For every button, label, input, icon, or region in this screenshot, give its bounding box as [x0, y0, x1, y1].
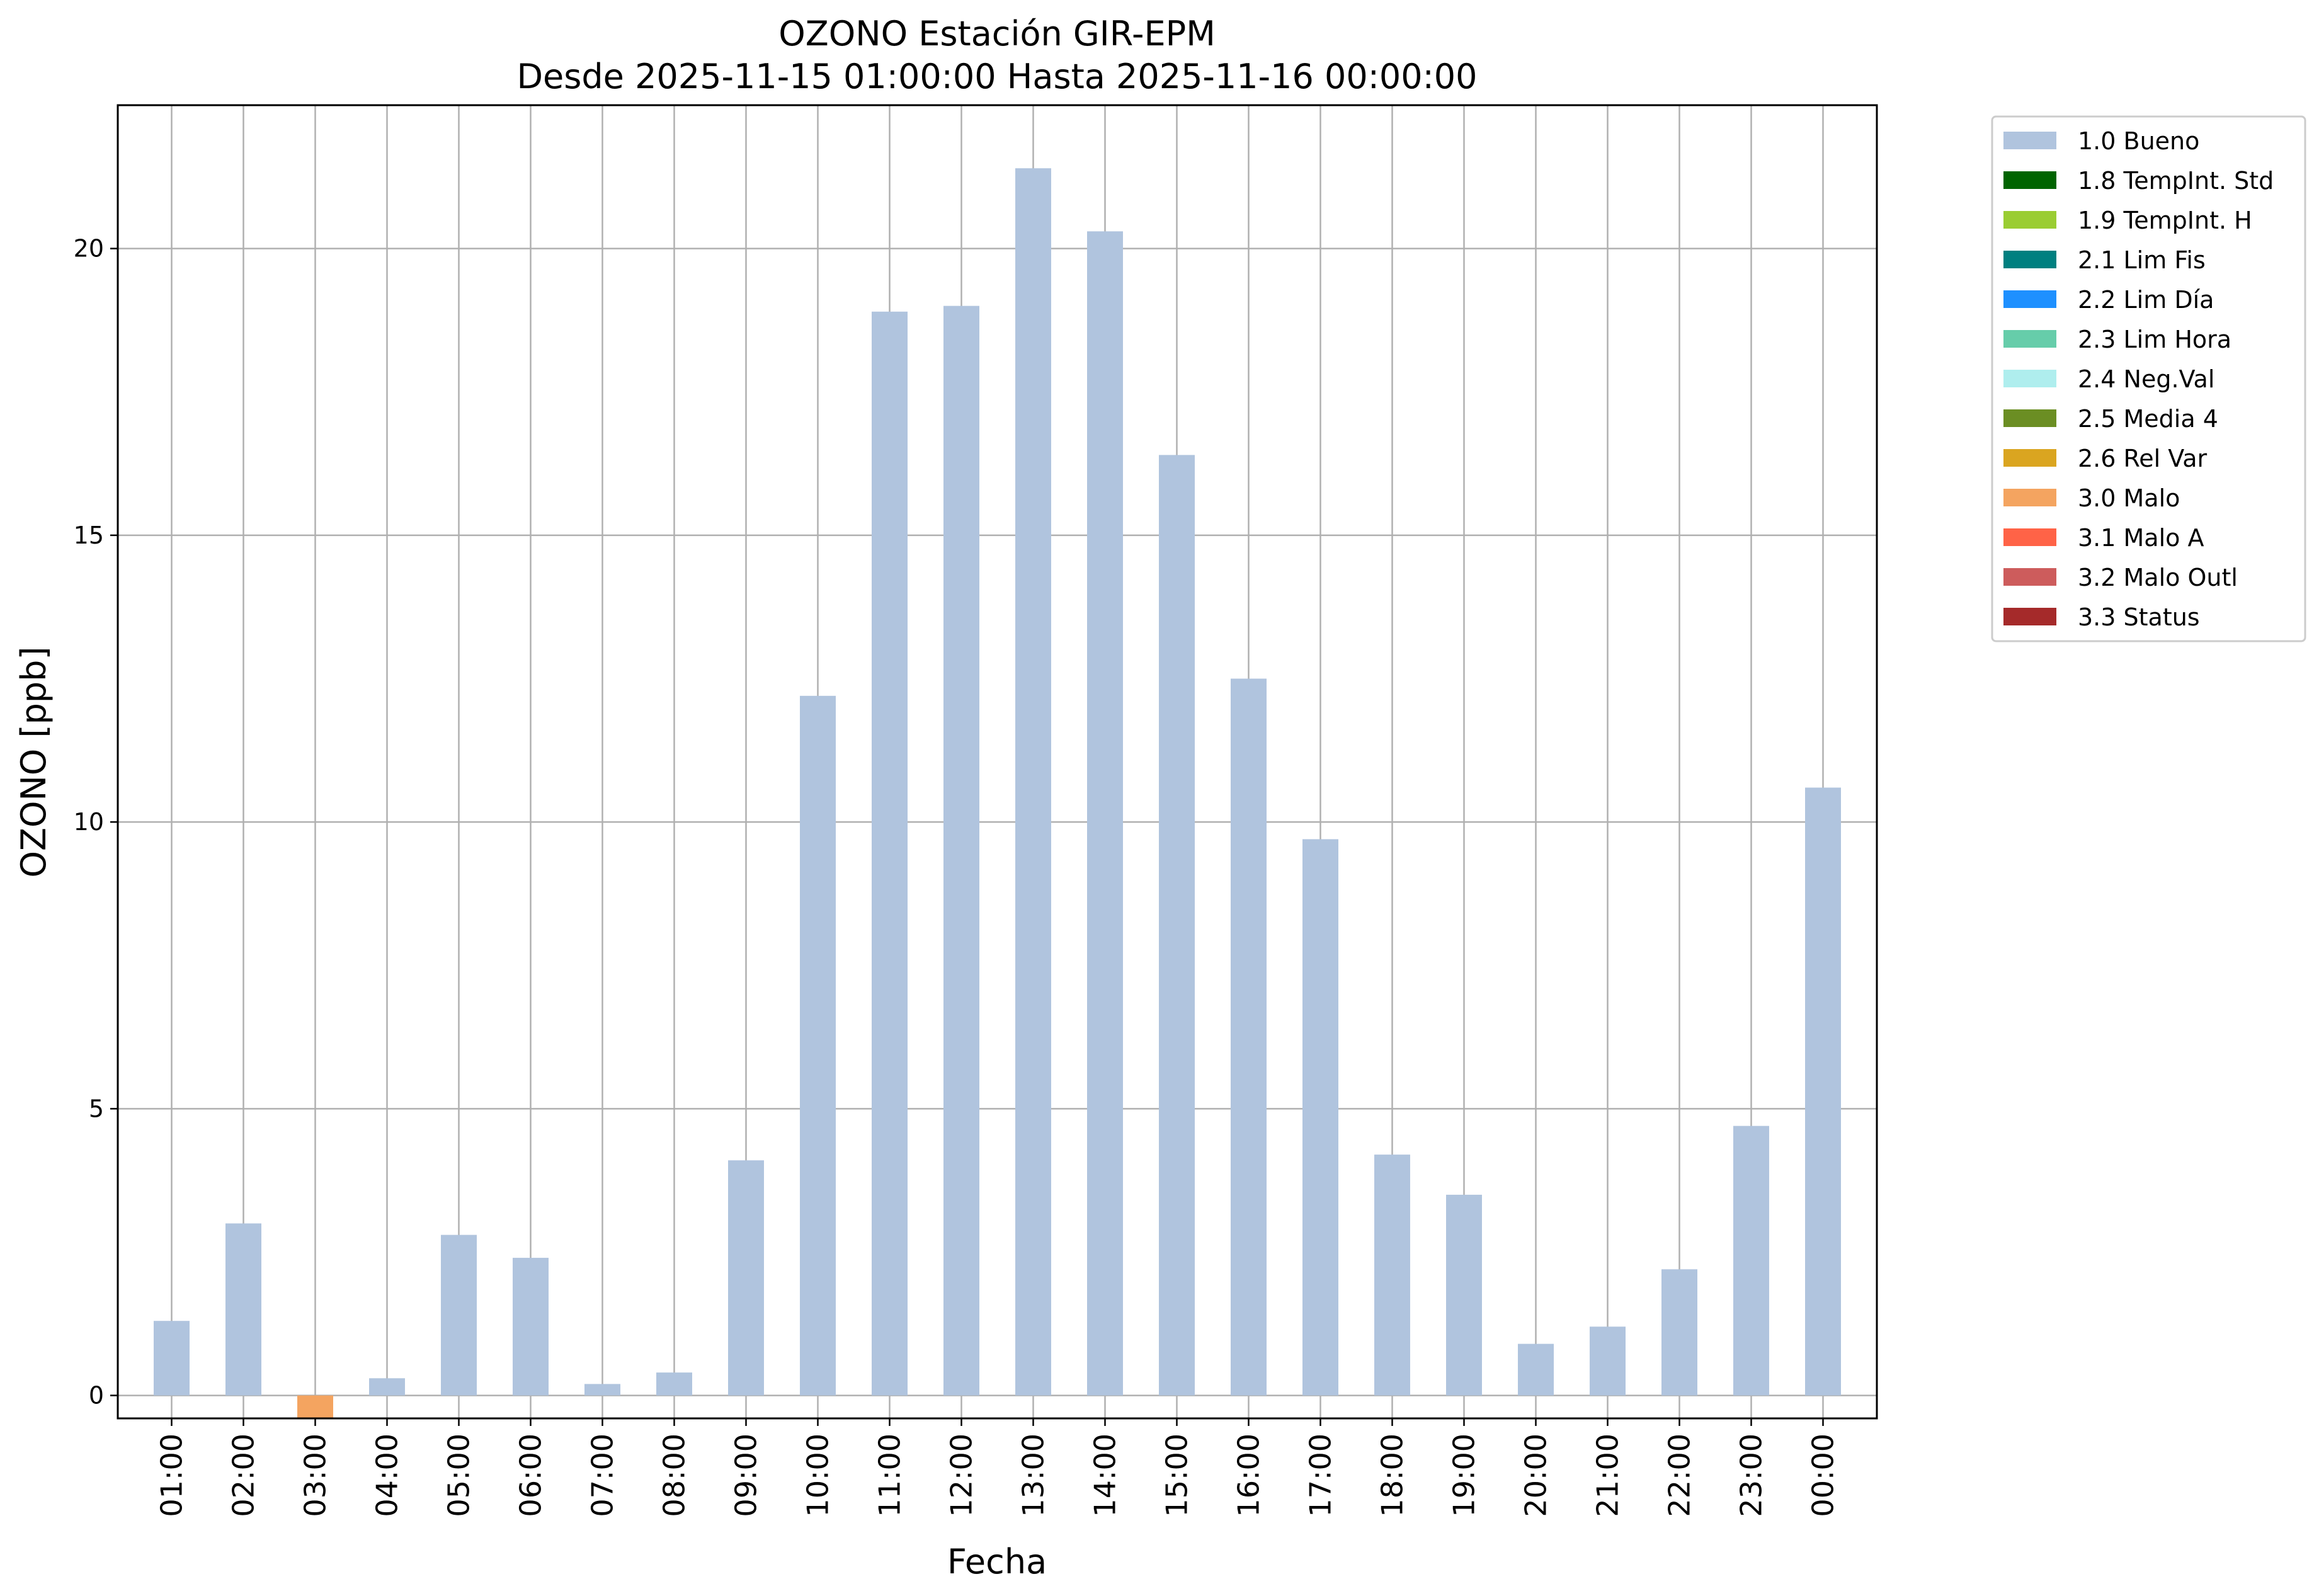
bar-1700: [1302, 839, 1338, 1396]
legend-label: 1.0 Bueno: [2078, 127, 2199, 155]
plot-frame: [117, 104, 1878, 1420]
bar-0300: [297, 1395, 333, 1418]
bar-0200: [225, 1223, 261, 1396]
legend-label: 3.0 Malo: [2078, 484, 2180, 512]
legend-swatch: [2003, 330, 2056, 348]
x-tick-label: 08:00: [658, 1434, 692, 1517]
bar-1400: [1087, 231, 1123, 1396]
legend-label: 3.3 Status: [2078, 603, 2200, 631]
chart-title: OZONO Estación GIR-EPM: [778, 14, 1216, 54]
legend-label: 3.1 Malo A: [2078, 524, 2204, 552]
x-tick-label: 00:00: [1806, 1434, 1840, 1517]
chart-subtitle: Desde 2025-11-15 01:00:00 Hasta 2025-11-…: [516, 57, 1477, 96]
legend: 1.0 Bueno 1.8 TempInt. Std 1.9 TempInt. H 2…: [1991, 115, 2306, 642]
legend-label: 2.6 Rel Var: [2078, 445, 2208, 472]
bar-2300: [1733, 1126, 1769, 1396]
legend-swatch: [2003, 608, 2056, 625]
y-tick-label: 15: [74, 522, 104, 549]
y-tick-label: 10: [74, 808, 104, 836]
x-tick-label: 07:00: [586, 1434, 620, 1517]
legend-swatch: [2003, 409, 2056, 427]
legend-label: 1.9 TempInt. H: [2078, 207, 2252, 234]
legend-label: 1.8 TempInt. Std: [2078, 167, 2274, 195]
bar-1600: [1231, 678, 1267, 1396]
legend-swatch: [2003, 449, 2056, 467]
x-tick-label: 10:00: [801, 1434, 835, 1517]
bar-1500: [1159, 455, 1195, 1396]
bar-1100: [872, 311, 908, 1396]
legend-swatch: [2003, 489, 2056, 506]
bar-0900: [728, 1160, 764, 1396]
x-tick-label: 11:00: [873, 1434, 907, 1517]
x-tick-label: 14:00: [1088, 1434, 1122, 1517]
legend-swatch: [2003, 132, 2056, 149]
y-tick-label: 20: [74, 235, 104, 263]
y-tick-label: 0: [89, 1382, 104, 1410]
legend-swatch: [2003, 171, 2056, 189]
legend-swatch: [2003, 528, 2056, 546]
x-tick-label: 16:00: [1232, 1434, 1266, 1517]
x-tick-label: 21:00: [1591, 1434, 1625, 1517]
x-axis-label: Fecha: [947, 1542, 1047, 1582]
bar-1800: [1374, 1154, 1410, 1396]
x-tick-label: 15:00: [1160, 1434, 1194, 1517]
bar-0100: [154, 1321, 190, 1396]
bar-1000: [800, 695, 836, 1396]
bar-1200: [943, 305, 979, 1396]
legend-label: 3.2 Malo Outl: [2078, 564, 2238, 591]
x-tick-label: 23:00: [1735, 1434, 1769, 1517]
x-tick-label: 06:00: [514, 1434, 548, 1517]
y-tick-label: 5: [89, 1095, 104, 1122]
legend-label: 2.2 Lim Día: [2078, 286, 2214, 314]
legend-swatch: [2003, 251, 2056, 268]
bar-2000: [1518, 1343, 1554, 1396]
bar-0800: [656, 1372, 692, 1396]
bar-0700: [584, 1384, 620, 1396]
x-tick-label: 22:00: [1663, 1434, 1697, 1517]
x-tick-label: 19:00: [1447, 1434, 1481, 1517]
x-tick-label: 13:00: [1017, 1434, 1051, 1517]
legend-label: 2.1 Lim Fis: [2078, 246, 2206, 274]
x-tick-label: 02:00: [227, 1434, 261, 1517]
x-tick-label: 17:00: [1304, 1434, 1338, 1517]
axis-ticks: 0 5 10 15 20 01:00 02:00 03:00 04:00 05:00 06:00 07…: [74, 235, 1840, 1517]
bar-0600: [513, 1258, 549, 1396]
legend-swatch: [2003, 370, 2056, 387]
x-tick-label: 12:00: [945, 1434, 979, 1517]
x-tick-label: 04:00: [370, 1434, 404, 1517]
legend-frame: [1991, 115, 2306, 642]
legend-swatch: [2003, 568, 2056, 586]
legend-swatch: [2003, 290, 2056, 308]
bar-0000: [1805, 787, 1841, 1396]
legend-label: 2.5 Media 4: [2078, 405, 2218, 433]
legend-swatch: [2003, 211, 2056, 229]
bar-2100: [1590, 1326, 1626, 1396]
x-tick-label: 09:00: [729, 1434, 763, 1517]
bar-0500: [441, 1234, 477, 1396]
x-tick-label: 18:00: [1376, 1434, 1410, 1517]
y-axis-label: OZONO [ppb]: [14, 646, 54, 877]
bar-1300: [1015, 168, 1051, 1396]
x-tick-label: 01:00: [155, 1434, 189, 1517]
bar-0400: [369, 1378, 405, 1396]
x-tick-label: 05:00: [442, 1434, 476, 1517]
bars: [154, 168, 1841, 1418]
legend-label: 2.4 Neg.Val: [2078, 365, 2214, 393]
bar-1900: [1446, 1194, 1482, 1396]
x-tick-label: 03:00: [299, 1434, 333, 1517]
legend-label: 2.3 Lim Hora: [2078, 326, 2231, 353]
bar-2200: [1661, 1269, 1697, 1396]
x-tick-label: 20:00: [1519, 1434, 1553, 1517]
